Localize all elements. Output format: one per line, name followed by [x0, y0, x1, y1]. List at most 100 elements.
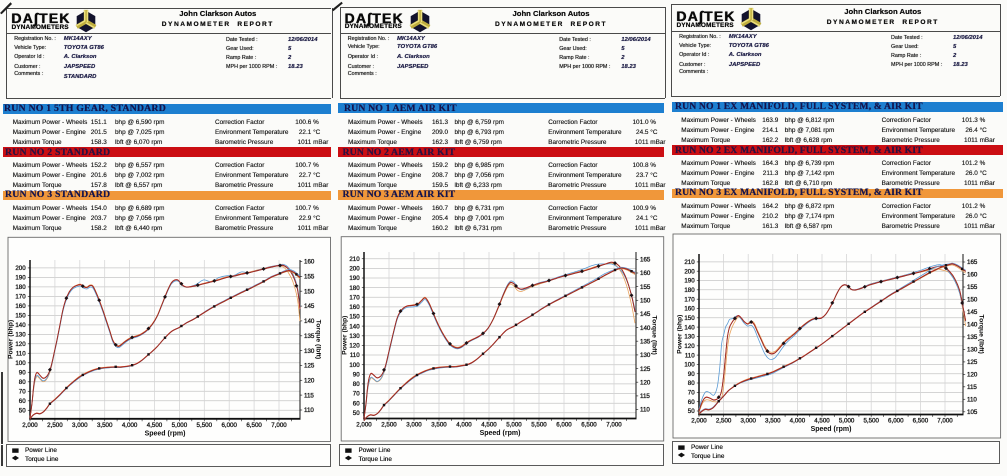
svg-text:135: 135	[640, 338, 651, 345]
svg-text:3,000: 3,000	[72, 422, 88, 429]
svg-text:60: 60	[19, 398, 26, 405]
svg-text:50: 50	[688, 408, 695, 415]
svg-text:100: 100	[15, 360, 26, 367]
svg-text:110: 110	[350, 352, 360, 359]
svg-text:Power (bhp): Power (bhp)	[8, 320, 15, 359]
svg-text:125: 125	[304, 363, 315, 370]
svg-text:2,500: 2,500	[716, 418, 732, 425]
svg-text:170: 170	[684, 296, 695, 303]
svg-text:190: 190	[15, 275, 26, 282]
svg-text:2,000: 2,000	[356, 422, 372, 429]
svg-text:120: 120	[304, 378, 315, 385]
svg-text:4,000: 4,000	[790, 418, 806, 425]
svg-text:4,500: 4,500	[481, 422, 497, 429]
svg-text:140: 140	[349, 323, 360, 330]
svg-text:180: 180	[15, 284, 26, 291]
svg-text:3,500: 3,500	[431, 422, 447, 429]
svg-text:155: 155	[640, 284, 651, 291]
svg-text:200: 200	[15, 265, 26, 272]
svg-text:160: 160	[640, 270, 651, 277]
svg-text:150: 150	[349, 314, 360, 321]
svg-text:135: 135	[304, 333, 315, 340]
svg-text:140: 140	[15, 322, 26, 329]
svg-text:6,500: 6,500	[913, 418, 929, 425]
svg-text:6,000: 6,000	[888, 418, 904, 425]
svg-text:2,500: 2,500	[47, 422, 63, 429]
svg-text:190: 190	[349, 275, 360, 282]
svg-text:130: 130	[304, 348, 315, 355]
svg-text:140: 140	[684, 324, 695, 331]
svg-text:115: 115	[640, 393, 650, 400]
svg-text:80: 80	[19, 379, 26, 386]
svg-text:115: 115	[967, 384, 977, 391]
svg-text:Torque (lbft): Torque (lbft)	[315, 320, 322, 360]
svg-text:4,000: 4,000	[456, 422, 472, 429]
svg-text:4,500: 4,500	[814, 418, 830, 425]
svg-text:180: 180	[684, 287, 695, 294]
svg-text:110: 110	[967, 397, 977, 404]
svg-text:210: 210	[349, 256, 360, 263]
svg-text:115: 115	[304, 392, 314, 399]
svg-text:110: 110	[16, 351, 26, 358]
svg-text:Power (bhp): Power (bhp)	[342, 316, 349, 355]
svg-text:80: 80	[353, 381, 360, 388]
svg-text:120: 120	[967, 372, 978, 379]
svg-text:155: 155	[967, 284, 978, 291]
svg-text:140: 140	[967, 322, 978, 329]
svg-text:6,500: 6,500	[581, 422, 597, 429]
svg-text:50: 50	[19, 408, 26, 415]
svg-text:145: 145	[967, 309, 978, 316]
svg-text:3,000: 3,000	[740, 418, 756, 425]
svg-text:210: 210	[684, 259, 695, 266]
svg-text:160: 160	[967, 272, 978, 279]
svg-text:60: 60	[688, 399, 695, 406]
svg-text:3,000: 3,000	[406, 422, 422, 429]
svg-text:180: 180	[349, 285, 360, 292]
svg-text:100: 100	[684, 362, 695, 369]
svg-text:Torque (lbft): Torque (lbft)	[651, 315, 658, 355]
svg-text:160: 160	[304, 259, 315, 266]
svg-text:160: 160	[684, 306, 695, 313]
svg-text:170: 170	[15, 294, 26, 301]
svg-text:3,500: 3,500	[97, 422, 113, 429]
svg-text:155: 155	[304, 274, 315, 281]
svg-text:125: 125	[967, 359, 978, 366]
svg-text:110: 110	[685, 352, 695, 359]
svg-text:160: 160	[349, 304, 360, 311]
svg-text:165: 165	[640, 257, 651, 264]
svg-text:5,500: 5,500	[863, 418, 879, 425]
svg-text:7,000: 7,000	[937, 418, 953, 425]
svg-text:60: 60	[353, 400, 360, 407]
svg-text:3,500: 3,500	[765, 418, 781, 425]
svg-text:145: 145	[304, 303, 315, 310]
svg-text:120: 120	[15, 341, 26, 348]
svg-text:200: 200	[349, 266, 360, 273]
svg-text:130: 130	[15, 332, 26, 339]
svg-text:2,000: 2,000	[691, 418, 707, 425]
svg-text:90: 90	[688, 371, 695, 378]
svg-text:90: 90	[353, 372, 360, 379]
svg-text:125: 125	[640, 366, 651, 373]
svg-text:200: 200	[684, 268, 695, 275]
svg-text:120: 120	[640, 379, 651, 386]
svg-text:4,500: 4,500	[147, 422, 163, 429]
svg-text:135: 135	[967, 334, 978, 341]
svg-text:Power (bhp): Power (bhp)	[677, 315, 684, 354]
svg-text:6,000: 6,000	[556, 422, 572, 429]
svg-text:7,000: 7,000	[271, 422, 287, 429]
svg-text:130: 130	[349, 333, 360, 340]
svg-text:2,000: 2,000	[22, 422, 38, 429]
svg-text:150: 150	[684, 315, 695, 322]
svg-text:6,500: 6,500	[246, 422, 262, 429]
svg-text:Speed (rpm): Speed (rpm)	[145, 430, 186, 437]
svg-text:110: 110	[640, 407, 650, 414]
svg-text:165: 165	[967, 259, 978, 266]
svg-text:5,000: 5,000	[172, 422, 188, 429]
svg-text:70: 70	[353, 391, 360, 398]
svg-text:140: 140	[640, 325, 651, 332]
svg-text:150: 150	[640, 298, 651, 305]
svg-text:80: 80	[688, 380, 695, 387]
svg-text:5,000: 5,000	[506, 422, 522, 429]
svg-text:Speed (rpm): Speed (rpm)	[480, 430, 521, 437]
svg-text:Speed (rpm): Speed (rpm)	[811, 426, 852, 433]
